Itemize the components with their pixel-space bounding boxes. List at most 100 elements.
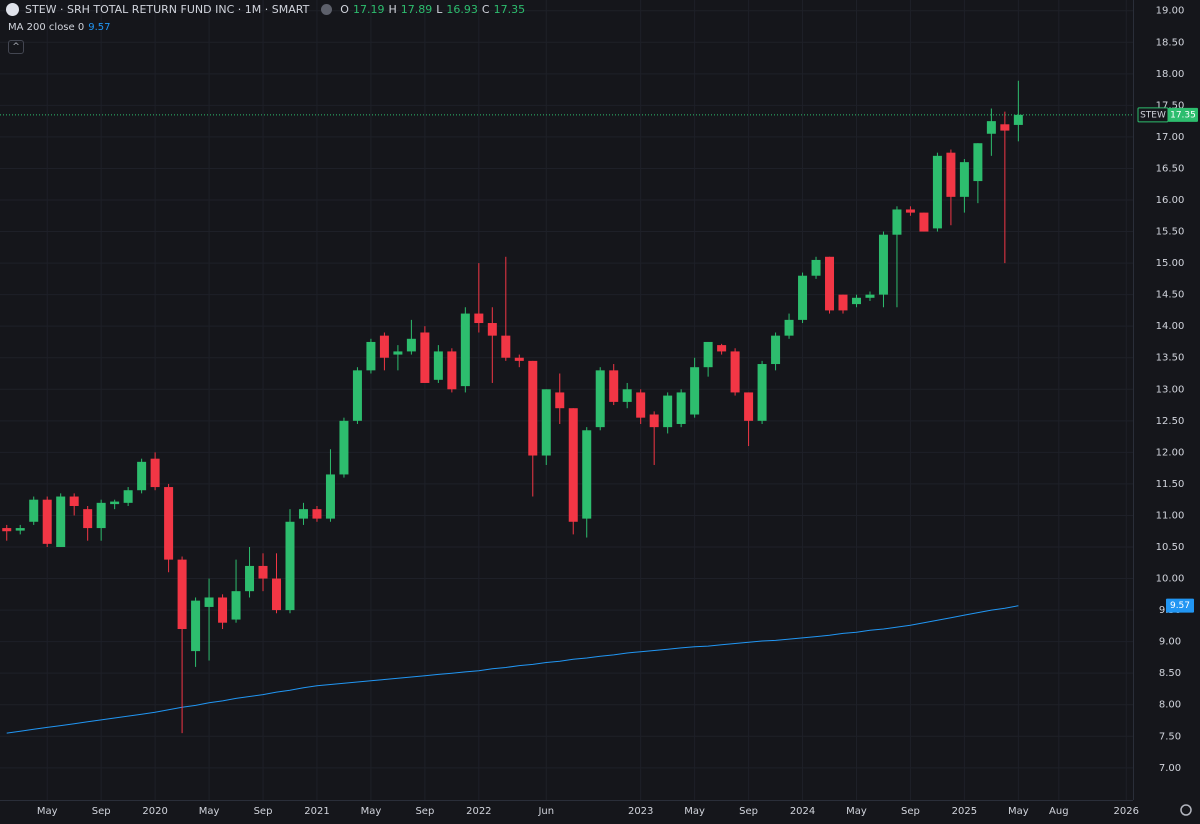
candle-body [204, 597, 214, 607]
candle-body [352, 370, 362, 421]
candle-body [218, 597, 228, 623]
candle-body [83, 509, 93, 529]
candle-body [474, 313, 484, 324]
candle-body [892, 209, 902, 235]
y-tick-label: 19.00 [1156, 6, 1185, 17]
candle-body [973, 143, 983, 182]
candle-body [636, 392, 646, 418]
indicator-legend: MA 200 close 0 9.57 [8, 22, 110, 33]
ohlc-label: O [340, 3, 349, 16]
candle-body [959, 162, 969, 197]
candle-body [1000, 124, 1010, 131]
x-tick-label: Sep [739, 806, 758, 817]
candle-body [771, 335, 781, 365]
candle-body [595, 370, 605, 428]
low-value: 16.93 [446, 3, 478, 16]
candle-body [878, 234, 888, 295]
candle-body [825, 256, 835, 311]
y-tick-label: 15.50 [1156, 227, 1185, 238]
candle-body [784, 319, 794, 336]
candle-body [986, 121, 996, 134]
candle-body [703, 341, 713, 368]
candle-body [676, 392, 686, 424]
x-tick-label: May [37, 806, 58, 817]
candle-body [42, 499, 52, 544]
x-tick-label: Sep [92, 806, 111, 817]
candle-body [420, 332, 430, 383]
grid [0, 0, 1133, 800]
price-badge-label: 17.35 [1170, 110, 1196, 120]
candle-body [730, 351, 740, 393]
candle-body [433, 351, 443, 380]
candle-body [164, 487, 174, 560]
open-value: 17.19 [352, 3, 385, 16]
y-tick-label: 11.50 [1156, 479, 1185, 490]
candle-body [946, 152, 956, 197]
axes: 7.007.508.008.509.009.5010.0010.5011.001… [37, 6, 1198, 817]
y-tick-label: 13.50 [1156, 353, 1185, 364]
x-tick-label: 2021 [304, 806, 329, 817]
x-tick-label: Sep [415, 806, 434, 817]
candle-body [285, 521, 295, 611]
candle-body [717, 345, 727, 352]
close-value: 17.35 [493, 3, 526, 16]
indicator-value: 9.57 [88, 22, 111, 33]
symbol-title: STEW · SRH TOTAL RETURN FUND INC · 1M · … [25, 3, 310, 16]
y-tick-label: 9.00 [1159, 637, 1181, 648]
candle-body [231, 591, 241, 620]
y-tick-label: 8.00 [1159, 700, 1181, 711]
y-tick-label: 8.50 [1159, 668, 1181, 679]
y-tick-label: 17.00 [1156, 132, 1185, 143]
candle-body [393, 351, 403, 355]
x-tick-label: 2024 [790, 806, 815, 817]
candle-body [69, 496, 79, 506]
candle-body [609, 370, 619, 402]
candle-body [460, 313, 470, 387]
candle-body [447, 351, 457, 390]
candle-body [2, 528, 12, 532]
candle-body [123, 490, 133, 503]
candle-body [177, 559, 187, 630]
candle-body [838, 294, 848, 311]
candle-body [744, 392, 754, 421]
x-tick-label: 2026 [1114, 806, 1139, 817]
candle-body [501, 335, 511, 358]
candle-body [865, 294, 875, 298]
x-tick-label: 2025 [952, 806, 977, 817]
candle-body [339, 420, 349, 475]
candle-body [528, 360, 538, 456]
legend-header: STEW · SRH TOTAL RETURN FUND INC · 1M · … [6, 3, 525, 16]
x-tick-label: 2022 [466, 806, 491, 817]
candle-body [541, 389, 551, 456]
candle-body [905, 209, 915, 213]
candle-body [622, 389, 632, 402]
y-tick-label: 15.00 [1156, 258, 1185, 269]
candle-body [932, 155, 942, 229]
settings-icon[interactable] [1180, 804, 1192, 816]
y-tick-label: 14.00 [1156, 321, 1185, 332]
candle-body [379, 335, 389, 358]
visibility-toggle[interactable] [321, 4, 333, 15]
ma-badge-label: 9.57 [1170, 601, 1190, 611]
candle-body [514, 357, 524, 361]
y-tick-label: 11.00 [1156, 510, 1185, 521]
candle-body [1013, 114, 1023, 125]
x-tick-label: May [846, 806, 867, 817]
candle-body [258, 565, 268, 579]
x-tick-label: May [684, 806, 705, 817]
candle-body [96, 502, 106, 529]
y-tick-label: 18.00 [1156, 69, 1185, 80]
x-tick-label: Sep [901, 806, 920, 817]
collapse-legend-button[interactable]: ^ [8, 40, 24, 54]
y-tick-label: 12.00 [1156, 447, 1185, 458]
candle-body [191, 600, 201, 652]
candle-body [919, 212, 929, 232]
x-tick-label: Sep [254, 806, 273, 817]
x-tick-label: 2020 [142, 806, 167, 817]
ohlc-label: L [436, 3, 443, 16]
y-tick-label: 12.50 [1156, 416, 1185, 427]
ohlc-label: C [481, 3, 490, 16]
y-tick-label: 17.50 [1156, 100, 1185, 111]
